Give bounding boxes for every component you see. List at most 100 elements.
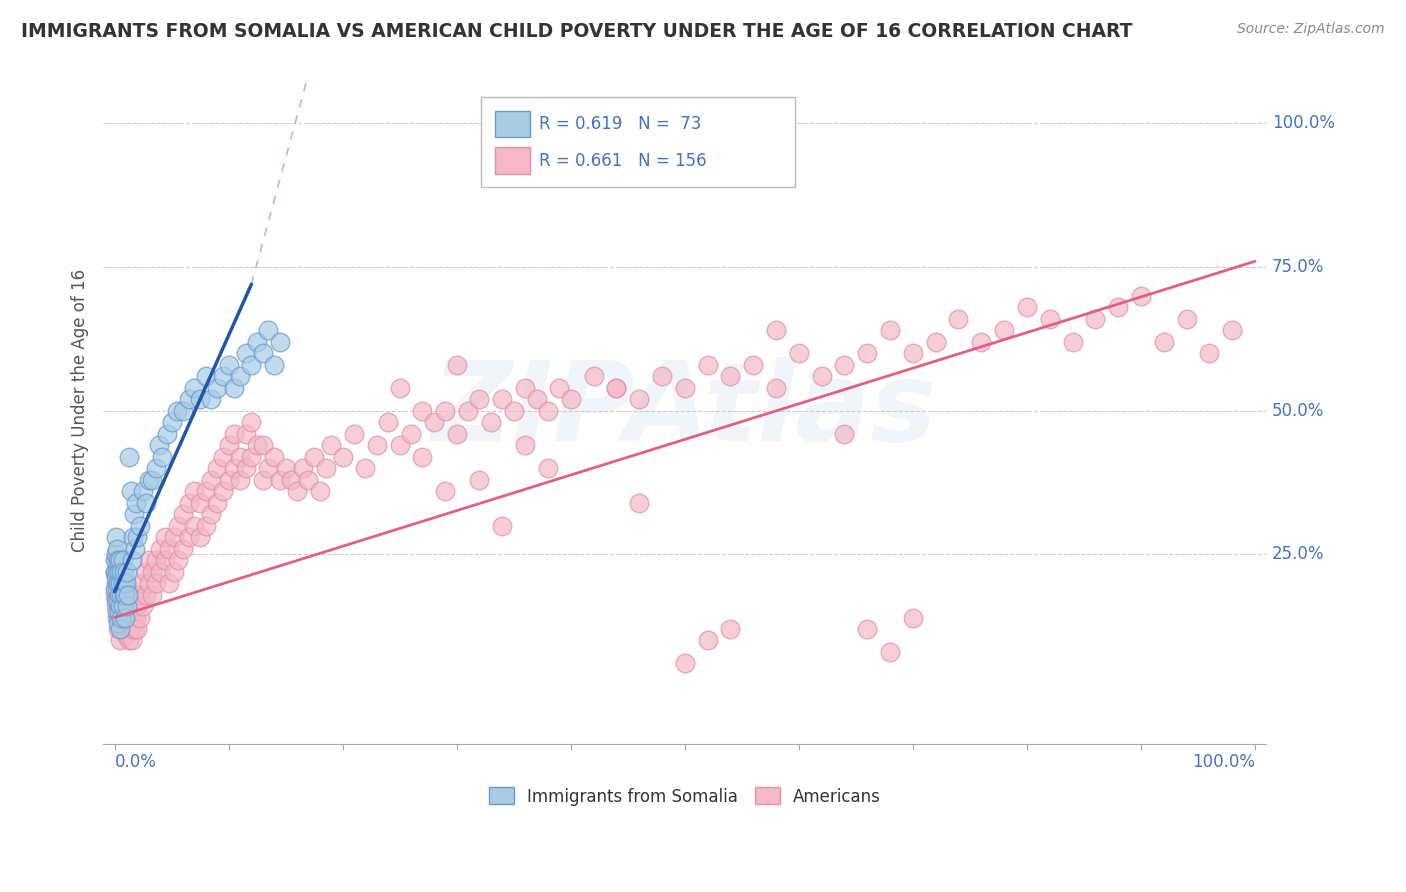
Point [315,461,337,475]
Point [856,346,879,360]
Point [274,461,297,475]
Point [157,576,180,591]
Point [108,565,131,579]
Text: 100.0%: 100.0% [1272,114,1336,132]
Point [117,588,139,602]
Point [149,565,172,579]
Point [118,450,141,464]
Point [240,415,263,429]
Point [157,541,180,556]
Point [1198,346,1220,360]
Point [105,610,128,624]
Text: 75.0%: 75.0% [1272,258,1324,276]
Point [901,346,924,360]
Point [218,438,240,452]
Point [787,346,810,360]
Point [127,599,149,613]
Point [332,450,354,464]
Point [145,553,167,567]
Point [124,599,146,613]
Legend: Immigrants from Somalia, Americans: Immigrants from Somalia, Americans [482,780,887,813]
Text: 0.0%: 0.0% [114,753,156,771]
Point [104,530,127,544]
Point [108,610,131,624]
Point [1084,311,1107,326]
Point [240,450,263,464]
Point [111,553,134,567]
Point [235,426,257,441]
Point [696,633,718,648]
Point [377,415,399,429]
Point [110,553,132,567]
Point [194,369,217,384]
Point [110,610,132,624]
Point [107,553,129,567]
Text: R = 0.619   N =  73: R = 0.619 N = 73 [540,115,702,133]
Point [537,461,560,475]
Point [110,576,132,591]
Point [124,622,146,636]
Point [742,358,765,372]
Point [285,484,308,499]
Point [224,426,246,441]
Point [537,403,560,417]
Point [502,403,524,417]
Point [205,381,228,395]
Point [115,628,138,642]
Text: IMMIGRANTS FROM SOMALIA VS AMERICAN CHILD POVERTY UNDER THE AGE OF 16 CORRELATIO: IMMIGRANTS FROM SOMALIA VS AMERICAN CHIL… [21,22,1133,41]
Point [269,473,291,487]
Point [224,381,246,395]
Point [765,323,787,337]
Point [115,605,138,619]
Point [110,599,132,613]
Point [343,426,366,441]
Point [856,622,879,636]
Point [188,392,211,407]
Text: 100.0%: 100.0% [1192,753,1256,771]
Point [122,588,145,602]
Point [128,518,150,533]
Point [104,553,127,567]
Point [163,530,186,544]
Point [252,438,274,452]
Point [110,588,132,602]
Point [172,507,194,521]
Point [718,622,741,636]
Point [105,582,128,596]
Point [115,576,138,591]
Point [104,599,127,613]
Point [105,541,128,556]
Point [110,622,132,636]
Point [560,392,582,407]
Point [188,530,211,544]
Point [111,576,134,591]
Point [103,565,125,579]
Point [114,616,136,631]
Point [183,484,205,499]
FancyBboxPatch shape [481,97,796,187]
Point [125,610,148,624]
Point [263,358,285,372]
Point [125,588,148,602]
Point [479,415,502,429]
Point [901,610,924,624]
Point [110,565,132,579]
Point [468,392,491,407]
Point [605,381,627,395]
Point [153,530,176,544]
Point [321,438,343,452]
Point [229,473,252,487]
Point [218,473,240,487]
Point [399,426,422,441]
Point [696,358,718,372]
Point [308,484,330,499]
Point [127,622,149,636]
Point [122,507,145,521]
Point [112,565,135,579]
Point [124,541,146,556]
Point [269,334,291,349]
Point [235,461,257,475]
Point [132,599,155,613]
Point [879,323,901,337]
Point [924,334,946,349]
